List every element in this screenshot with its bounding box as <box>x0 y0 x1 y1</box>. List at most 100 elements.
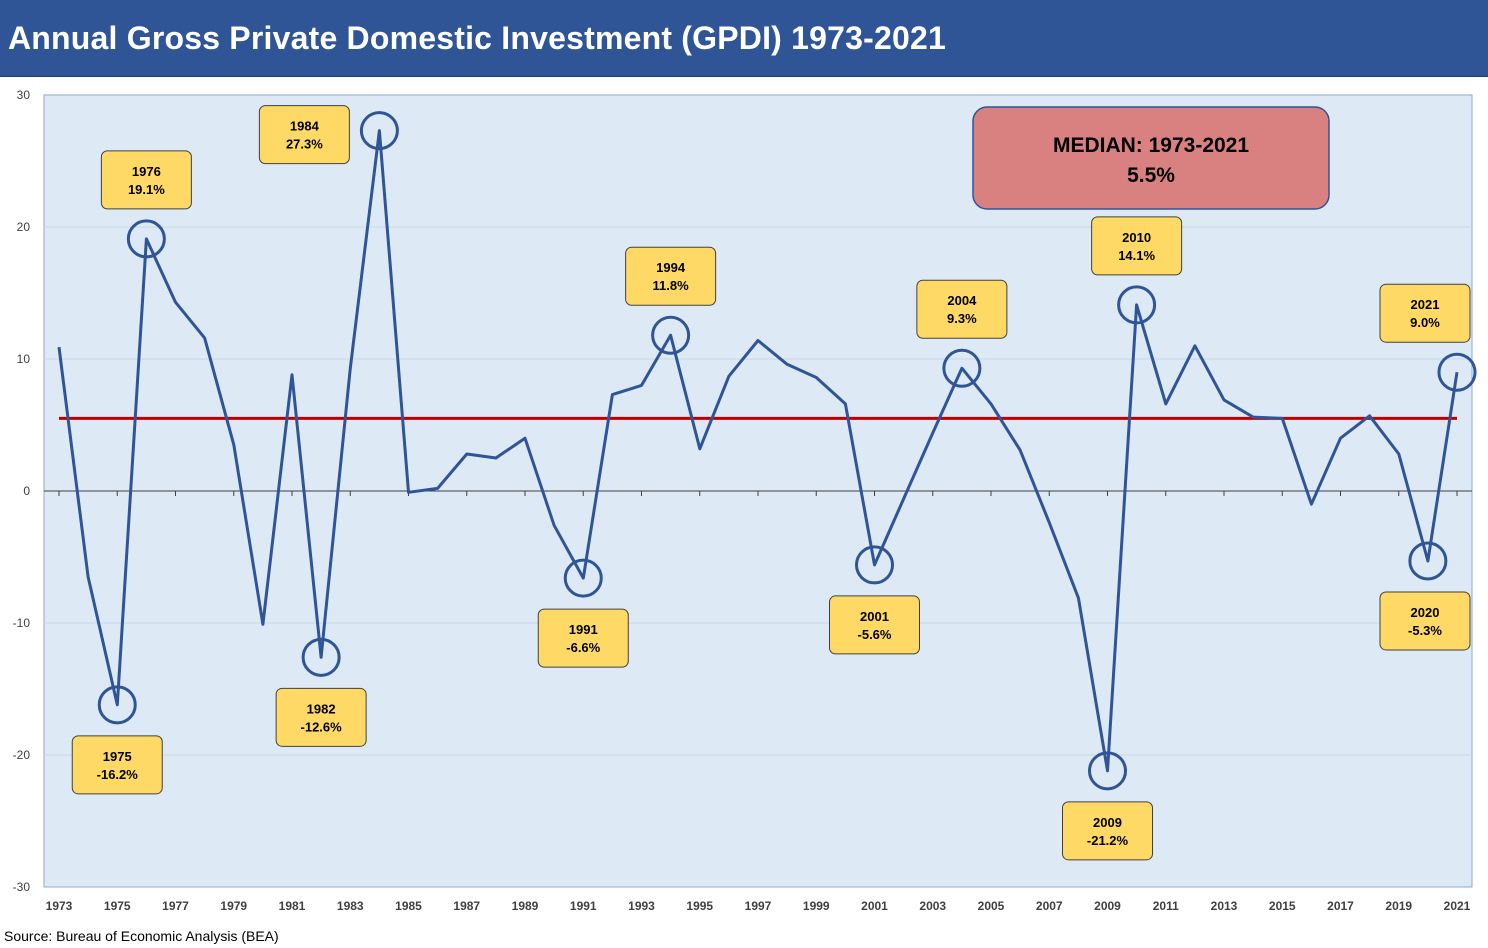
callout-circle-1984 <box>359 111 399 151</box>
y-tick-label: 30 <box>17 88 31 102</box>
x-tick-label: 1973 <box>46 899 73 913</box>
callout-year: 1994 <box>656 260 686 275</box>
callout-2021: 2021 9.0% <box>1379 283 1471 343</box>
callout-box <box>258 105 350 165</box>
chart-area: 30 20 10 0 -10 -20 -30 1973 1975 1977 1979 1981 1983… <box>0 78 1488 926</box>
callout-year: 2001 <box>860 609 889 624</box>
callout-box <box>275 687 367 747</box>
callout-year: 2004 <box>947 293 977 308</box>
callout-year: 2010 <box>1122 230 1151 245</box>
callout-box <box>829 595 920 655</box>
y-tick-label: 10 <box>17 352 31 366</box>
callout-year: 1991 <box>569 622 598 637</box>
callout-1976: 1976 19.1% <box>100 150 192 210</box>
callout-year: 1976 <box>132 164 161 179</box>
callout-1982: 1982 -12.6% <box>275 687 367 747</box>
x-tick-label: 2007 <box>1036 899 1063 913</box>
x-tick-label: 1981 <box>279 899 306 913</box>
callout-value: 11.8% <box>653 278 690 293</box>
callout-box <box>100 150 192 210</box>
callout-2010: 2010 14.1% <box>1091 216 1183 276</box>
callout-1984: 1984 27.3% <box>258 105 350 165</box>
callout-circle-2004 <box>942 348 982 388</box>
series-line <box>57 129 1459 773</box>
callout-box <box>916 279 1008 339</box>
x-tick-label: 2021 <box>1444 899 1471 913</box>
callout-value: 14.1% <box>1118 248 1155 263</box>
x-tick-label: 2019 <box>1385 899 1412 913</box>
x-tick-label: 1999 <box>803 899 830 913</box>
callout-1975: 1975 -16.2% <box>71 735 163 795</box>
callout-1994: 1994 11.8% <box>625 246 717 306</box>
callout-circle-1991 <box>563 558 603 598</box>
callout-circle-2010 <box>1117 285 1157 325</box>
callout-value: 9.0% <box>1410 315 1440 330</box>
median-box-title: MEDIAN: 1973-2021 <box>1053 134 1249 157</box>
x-tick-label: 1995 <box>686 899 713 913</box>
x-tick-label: 2013 <box>1211 899 1238 913</box>
median-box: MEDIAN: 1973-2021 5.5% <box>972 106 1330 210</box>
x-tick-label: 2005 <box>978 899 1005 913</box>
callout-value: 27.3% <box>286 137 323 152</box>
x-tick-label: 1989 <box>512 899 539 913</box>
callout-value: 19.1% <box>128 182 165 197</box>
callout-circle-1982 <box>301 637 341 677</box>
callout-circle-1994 <box>651 315 691 355</box>
x-tick-label: 1977 <box>162 899 189 913</box>
x-tick-label: 2003 <box>919 899 946 913</box>
callout-circle-2020 <box>1408 541 1448 581</box>
callout-2020: 2020 -5.3% <box>1379 591 1471 651</box>
median-box-bg <box>972 106 1330 210</box>
callout-circle-2021 <box>1437 352 1477 392</box>
y-tick-label: -10 <box>13 616 31 630</box>
callout-2009: 2009 -21.2% <box>1062 801 1153 861</box>
callout-circle-2001 <box>855 545 894 585</box>
callout-value: -21.2% <box>1087 833 1129 848</box>
callout-year: 2009 <box>1093 815 1122 830</box>
x-tick-label: 1991 <box>570 899 597 913</box>
x-tick-label: 1997 <box>745 899 772 913</box>
callout-box <box>1379 591 1471 651</box>
callout-circle-1976 <box>126 219 166 259</box>
x-tick-label: 2009 <box>1094 899 1121 913</box>
callout-2001: 2001 -5.6% <box>829 595 920 655</box>
x-tick-label: 2015 <box>1269 899 1296 913</box>
callout-box <box>71 735 163 795</box>
x-tick-label: 1987 <box>453 899 480 913</box>
callout-year: 1982 <box>307 701 336 716</box>
y-tick-label: -20 <box>13 748 31 762</box>
y-tick-label: -30 <box>13 880 31 894</box>
x-tick-label: 1983 <box>337 899 364 913</box>
callout-year: 1984 <box>290 119 320 134</box>
callout-value: 9.3% <box>947 311 977 326</box>
x-tick-label: 1993 <box>628 899 655 913</box>
x-tick-label: 1979 <box>220 899 247 913</box>
x-tick-label: 1975 <box>104 899 131 913</box>
y-tick-label: 20 <box>17 220 31 234</box>
callout-box <box>1062 801 1153 861</box>
callout-2004: 2004 9.3% <box>916 279 1008 339</box>
x-tick-label: 2001 <box>861 899 888 913</box>
source-note: Source: Bureau of Economic Analysis (BEA… <box>4 928 279 944</box>
x-tick-label: 2011 <box>1153 899 1179 913</box>
callout-box <box>1379 283 1471 343</box>
callout-1991: 1991 -6.6% <box>537 608 629 668</box>
x-tick-label: 2017 <box>1327 899 1354 913</box>
callout-box <box>1091 216 1183 276</box>
callout-value: -6.6% <box>566 640 600 655</box>
callout-value: -16.2% <box>97 767 139 782</box>
callout-value: -5.3% <box>1408 623 1442 638</box>
callout-box <box>625 246 717 306</box>
callout-year: 2021 <box>1411 297 1440 312</box>
y-tick-label: 0 <box>23 484 30 498</box>
callout-year: 1975 <box>103 749 132 764</box>
callout-year: 2020 <box>1411 605 1440 620</box>
callout-box <box>537 608 629 668</box>
chart-title: Annual Gross Private Domestic Investment… <box>8 20 946 56</box>
title-bar: Annual Gross Private Domestic Investment… <box>0 0 1488 77</box>
callout-circle-1975 <box>97 685 137 725</box>
callout-value: -12.6% <box>301 719 343 734</box>
median-box-value: 5.5% <box>1127 164 1175 187</box>
callout-value: -5.6% <box>858 627 892 642</box>
